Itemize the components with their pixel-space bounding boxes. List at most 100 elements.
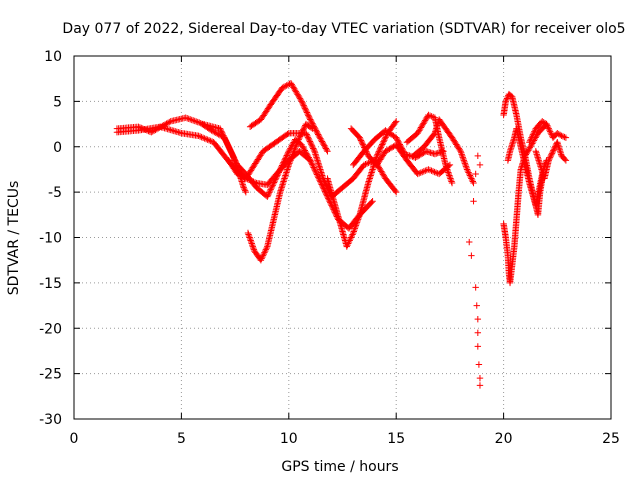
data-point-marker [306,114,313,122]
data-point-marker [226,144,233,152]
data-point-marker [246,234,253,241]
data-point-marker [318,136,325,144]
data-point-marker [272,176,279,183]
x-tick-label: 15 [387,431,405,447]
data-point-marker [303,131,310,138]
data-point-marker [301,103,308,111]
x-tick-label: 20 [495,431,513,447]
data-point-marker [344,241,351,249]
data-point-marker [232,158,240,166]
data-point-marker [275,169,282,176]
data-point-marker [476,382,484,389]
data-point-marker [379,141,386,148]
data-point-marker [547,129,555,137]
data-point-marker [558,132,565,140]
data-point-marker [262,246,270,253]
data-point-marker [351,226,358,234]
data-point-marker [393,188,400,196]
data-point-marker [249,243,257,250]
data-point-marker [280,159,287,166]
data-point-marker [300,125,308,132]
data-point-marker [185,115,192,122]
data-point-marker [299,100,307,108]
data-point-marker [224,140,231,148]
data-point-marker [529,131,537,138]
data-point-marker [414,170,421,178]
data-point-marker [468,252,475,259]
data-point-marker [526,144,534,151]
data-point-marker [355,213,363,220]
data-point-marker [190,117,197,124]
data-point-marker [462,163,470,170]
data-point-marker [470,198,477,205]
data-point-marker [300,102,307,109]
data-point-marker [474,315,482,323]
data-point-marker [398,144,405,151]
data-point-marker [268,183,276,190]
data-point-marker [260,250,267,258]
data-point-marker [300,144,307,151]
data-point-marker [308,159,315,167]
data-point-marker [526,137,534,144]
data-point-marker [354,217,361,225]
data-point-marker [562,157,570,164]
data-point-marker [303,151,311,158]
data-point-marker [375,148,383,155]
data-point-marker [264,192,272,199]
x-tick-label: 0 [70,431,79,447]
data-point-marker [313,128,320,135]
data-point-marker [266,189,273,196]
data-point-marker [298,141,305,149]
data-point-marker [422,167,429,174]
data-point-marker [302,148,309,156]
data-point-marker [447,176,455,184]
data-point-marker [259,253,266,261]
data-point-marker [222,137,230,145]
data-point-marker [297,132,304,139]
data-point-marker [461,158,468,166]
data-point-marker [525,147,532,154]
data-point-marker [201,135,208,142]
data-point-marker [400,148,407,155]
data-point-marker [426,166,434,174]
data-point-marker [544,123,552,131]
data-point-marker [302,129,310,137]
data-point-marker [562,134,570,141]
x-tick-label: 25 [602,431,620,447]
data-point-marker [445,170,453,178]
data-point-marker [220,132,227,139]
data-point-marker [291,146,298,153]
data-point-marker [282,83,289,90]
data-point-marker [352,222,360,229]
data-point-marker [241,185,248,193]
data-point-marker [419,150,426,157]
data-point-marker [545,125,552,132]
data-point-marker [284,150,291,158]
data-point-marker [249,241,256,249]
data-point-marker [274,170,282,178]
data-point-marker [381,137,388,144]
data-point-marker [299,127,306,135]
data-point-marker [299,99,306,106]
data-point-marker [308,119,315,126]
data-point-marker [193,118,200,125]
data-point-marker [350,229,357,237]
data-point-marker [430,131,438,138]
data-point-marker [240,184,247,191]
data-point-marker [270,179,278,186]
data-point-marker [235,171,242,178]
data-point-marker [379,139,387,147]
data-point-marker [393,118,400,125]
data-point-marker [247,237,254,244]
data-point-marker [466,172,474,179]
data-point-marker [419,168,426,176]
data-point-marker [429,168,437,175]
data-point-marker [164,119,172,127]
data-point-marker [474,329,482,336]
data-point-marker [320,141,327,148]
data-point-marker [258,255,265,262]
data-point-marker [561,133,568,141]
data-point-marker [396,141,403,148]
data-point-marker [227,147,234,155]
